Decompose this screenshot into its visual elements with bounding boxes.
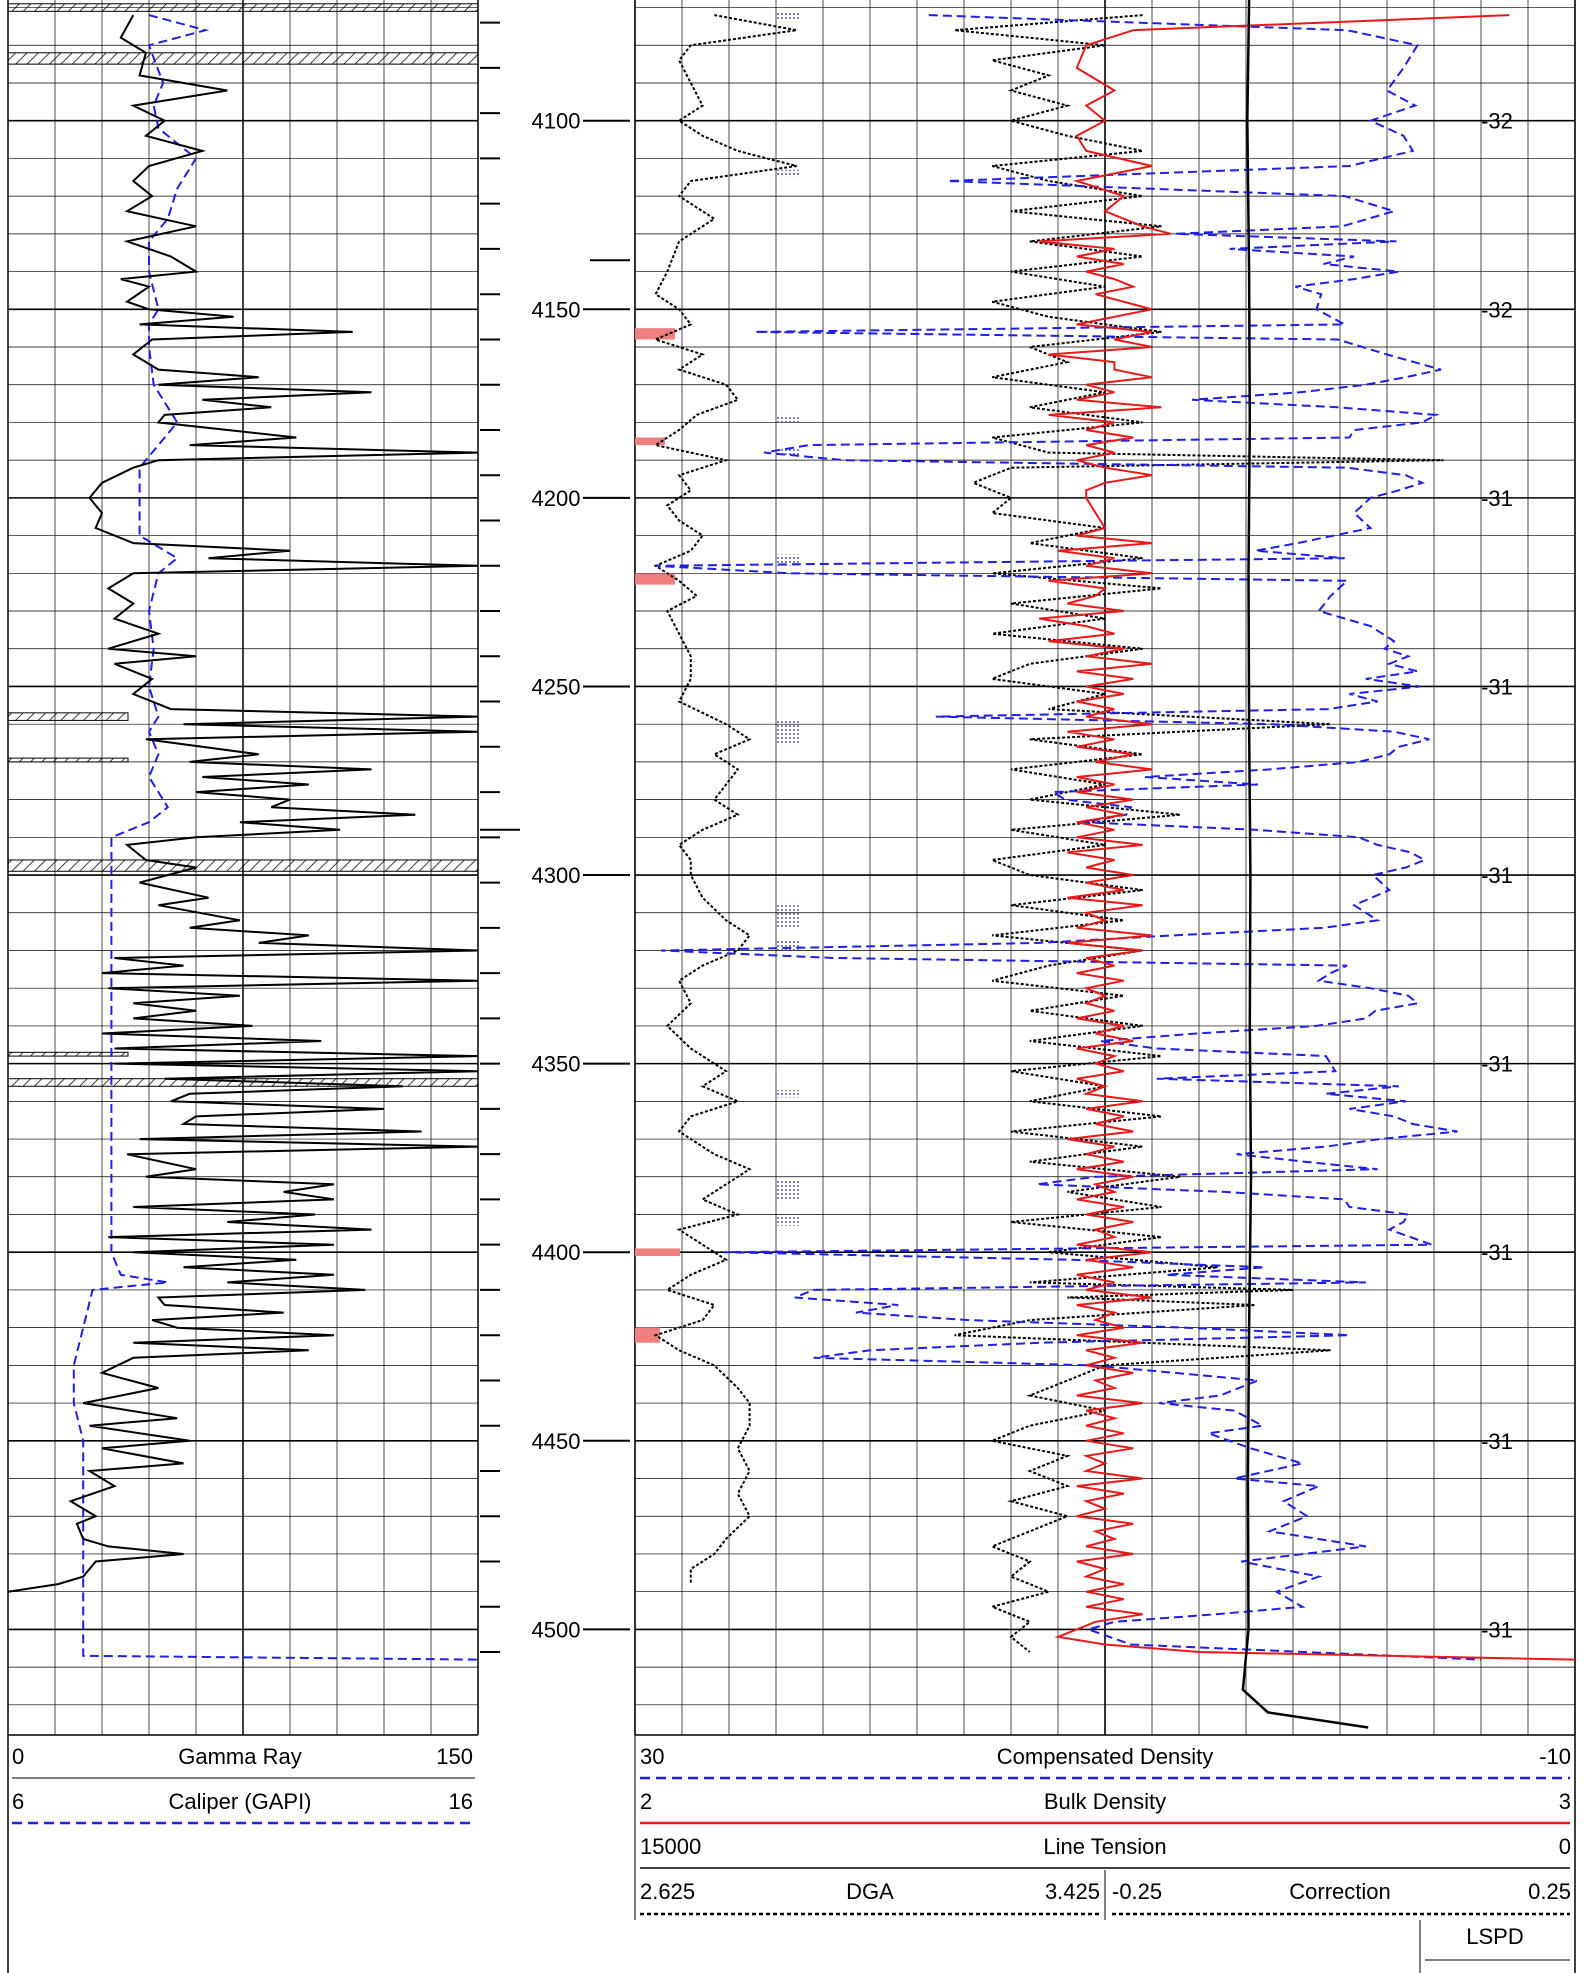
legend-lines [12, 1776, 1570, 1961]
depth-label: 4150 [532, 297, 581, 322]
lspd-title: LSPD [1466, 1924, 1524, 1949]
dotted-shade [775, 939, 800, 951]
depth-label: 4200 [532, 486, 581, 511]
compensated-density-curve [656, 14, 1482, 1661]
dotted-shade [775, 448, 800, 457]
correction-curve [954, 14, 1444, 1653]
dotted-shade [775, 169, 800, 178]
bulk-density-min: 2 [640, 1789, 653, 1814]
depth-label: 4300 [532, 863, 581, 888]
caliper-min: 6 [12, 1789, 25, 1814]
right-axis-label: -31 [1481, 674, 1513, 699]
comp-density-title: Compensated Density [996, 1744, 1214, 1769]
hatched-band [7, 712, 129, 721]
hatched-band [7, 52, 479, 65]
bulk-density-title: Bulk Density [1043, 1789, 1167, 1814]
dotted-shade [775, 414, 800, 423]
log-curves [7, 0, 1576, 1729]
correction-max: 0.25 [1528, 1879, 1571, 1904]
red-shade [635, 1327, 660, 1343]
lithology-fills [7, 3, 800, 1343]
dga-max: 3.425 [1044, 1879, 1100, 1904]
bulk-density-max: 3 [1558, 1789, 1571, 1814]
right-axis-label: -32 [1481, 297, 1513, 322]
depth-label: 4100 [532, 109, 581, 134]
red-shade [635, 573, 675, 585]
line-tension-min: 15000 [640, 1834, 702, 1859]
dotted-shade [775, 1214, 800, 1226]
dga-curve [652, 14, 797, 1585]
comp-density-max: -10 [1539, 1744, 1571, 1769]
red-shade [635, 1248, 680, 1256]
depth-label: 4450 [532, 1429, 581, 1454]
hatched-band [7, 1078, 479, 1087]
depth-label: 4500 [532, 1617, 581, 1642]
hatched-band [7, 859, 479, 872]
right-axis-label: -31 [1481, 863, 1513, 888]
dotted-shade [775, 1180, 800, 1200]
red-shade [635, 437, 665, 446]
correction-min: -0.25 [1112, 1879, 1163, 1904]
line-tension-max: 0 [1558, 1834, 1571, 1859]
line-tension-curve [1241, 0, 1369, 1729]
depth-label: 4400 [532, 1240, 581, 1265]
right-axis-label: -31 [1481, 486, 1513, 511]
correction-title: Correction [1289, 1879, 1391, 1904]
caliper-curve [72, 14, 479, 1661]
bulk-density-curve [1039, 14, 1576, 1661]
caliper-title: Caliper (GAPI) [168, 1789, 312, 1814]
dotted-shade [775, 1090, 800, 1098]
gamma-ray-max: 150 [436, 1744, 473, 1769]
depth-label: 4350 [532, 1052, 581, 1077]
right-axis-label: -31 [1481, 1052, 1513, 1077]
dotted-shade [775, 554, 800, 566]
right-axis-label: -31 [1481, 1240, 1513, 1265]
hatched-band [7, 1051, 129, 1057]
hatched-band [7, 3, 479, 12]
depth-label: 4250 [532, 674, 581, 699]
dotted-shade [775, 720, 800, 744]
depth-ticks [480, 21, 630, 1654]
gamma-ray-min: 0 [12, 1744, 25, 1769]
gamma-ray-curve [7, 14, 479, 1593]
dotted-shade [775, 11, 800, 19]
line-tension-title: Line Tension [1043, 1834, 1167, 1859]
right-axis-label: -32 [1481, 109, 1513, 134]
right-axis-label: -31 [1481, 1429, 1513, 1454]
hatched-band [7, 757, 129, 763]
gamma-ray-title: Gamma Ray [178, 1744, 302, 1769]
comp-density-min: 30 [640, 1744, 665, 1769]
axis-labels: 4100 4150 4200 4250 4300 4350 4400 4450 4500 -32 -… [532, 109, 1513, 1643]
red-shade [635, 328, 675, 340]
dga-min: 2.625 [640, 1879, 696, 1904]
dga-title: DGA [846, 1879, 894, 1904]
right-axis-label: -31 [1481, 1617, 1513, 1642]
caliper-max: 16 [448, 1789, 473, 1814]
dotted-shade [775, 905, 800, 928]
grid-lines [7, 0, 1576, 1973]
